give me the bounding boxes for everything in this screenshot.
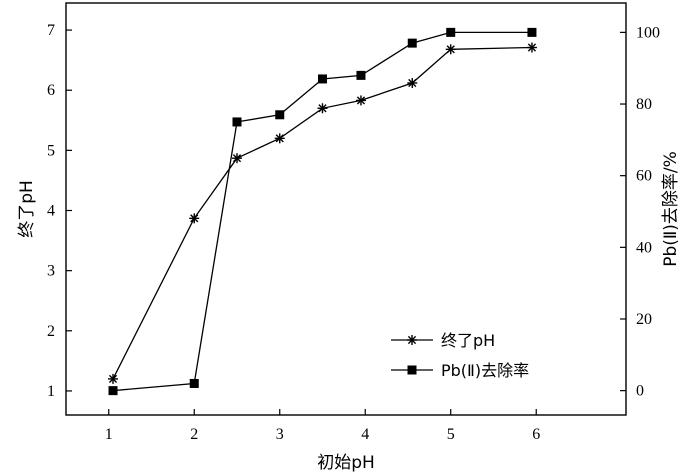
data-point-final-ph (317, 103, 328, 114)
data-point-final-ph (189, 213, 200, 224)
y2-tick-label: 40 (636, 239, 652, 256)
data-point-final-ph (274, 133, 285, 144)
y2-tick-label: 0 (636, 383, 644, 400)
y-tick-label: 7 (47, 22, 55, 39)
legend-marker-pb-removal (407, 365, 417, 375)
plot-frame (65, 2, 627, 416)
x-tick-label: 2 (190, 426, 198, 443)
data-point-pb-removal (275, 110, 285, 120)
x-axis-ticks: 1 2 3 4 5 6 (105, 409, 540, 443)
y2-tick-label: 100 (636, 24, 660, 41)
y-tick-label: 5 (47, 142, 55, 159)
y-tick-label: 6 (47, 82, 55, 99)
x-axis-title: 初始pH (317, 453, 375, 473)
legend: 终了pH Pb(Ⅱ)去除率 (391, 331, 529, 380)
data-point-final-ph (526, 42, 537, 53)
series-line-0 (112, 46, 533, 380)
y-axis-ticks: 1 2 3 4 5 6 7 (47, 22, 72, 400)
data-point-pb-removal (232, 117, 242, 127)
y2-axis-title: Pb(Ⅱ)去除率/% (661, 151, 681, 267)
x-tick-label: 3 (276, 426, 284, 443)
data-point-pb-removal (317, 74, 327, 84)
x-tick-label: 1 (105, 426, 113, 443)
data-point-pb-removal (407, 38, 417, 48)
y2-axis-ticks: 0 20 40 60 80 100 (620, 24, 660, 400)
data-point-final-ph (231, 153, 242, 164)
data-point-pb-removal (527, 27, 537, 37)
data-point-pb-removal (446, 27, 456, 37)
y-tick-label: 3 (47, 263, 55, 280)
data-point-pb-removal (356, 70, 366, 80)
legend-asterisk-marker (407, 335, 417, 345)
legend-square-marker (407, 365, 417, 375)
data-point-pb-removal (108, 386, 118, 396)
series-layer (108, 27, 537, 396)
y-tick-label: 4 (47, 203, 55, 220)
data-point-final-ph (407, 77, 418, 88)
y-tick-label: 2 (47, 323, 55, 340)
y-tick-label: 1 (47, 383, 55, 400)
data-point-final-ph (108, 373, 119, 384)
data-point-final-ph (445, 44, 456, 55)
x-tick-label: 6 (532, 426, 540, 443)
y2-tick-label: 80 (636, 96, 652, 113)
x-tick-label: 5 (447, 426, 455, 443)
legend-label-pb-removal: Pb(Ⅱ)去除率 (441, 361, 529, 380)
x-tick-label: 4 (361, 426, 369, 443)
y2-tick-label: 60 (636, 168, 652, 185)
legend-marker-final-ph (407, 335, 417, 345)
y-axis-title: 终了pH (17, 180, 37, 238)
data-point-final-ph (355, 95, 366, 106)
legend-label-final-ph: 终了pH (441, 331, 495, 350)
data-point-pb-removal (189, 378, 199, 388)
y2-tick-label: 20 (636, 311, 652, 328)
